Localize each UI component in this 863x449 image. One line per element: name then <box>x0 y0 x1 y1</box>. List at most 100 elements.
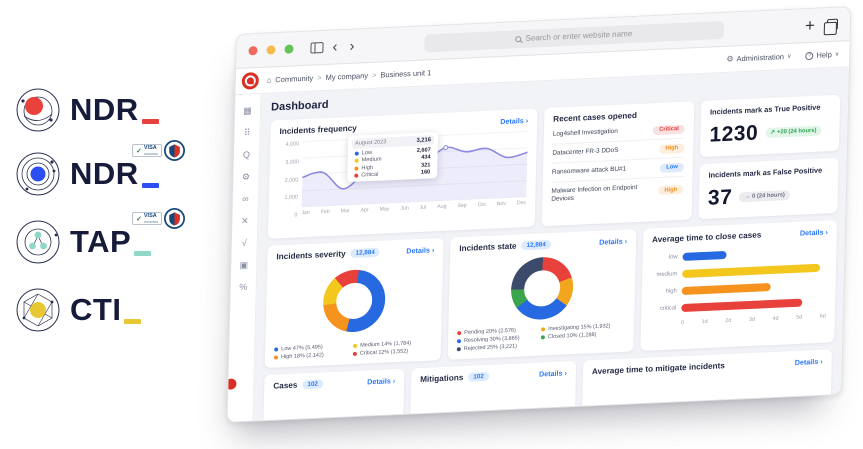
card-title: Average time to mitigate incidents <box>591 361 725 377</box>
sidebar-activity-icon[interactable]: √ <box>241 237 247 248</box>
certification-emblem-icon <box>163 208 185 229</box>
bar-track <box>682 246 827 261</box>
product-name: NDR <box>70 156 139 191</box>
breadcrumb-item[interactable]: My company <box>325 71 369 82</box>
series-dot <box>540 335 545 340</box>
list-item[interactable]: Malware Infection on Endpoint Devices Hig… <box>551 175 684 208</box>
delta-badge: ↗ +20 (24 hours) <box>765 125 822 139</box>
severity-donut-chart <box>322 267 386 333</box>
orbit-blue-icon <box>16 152 60 196</box>
chevron-down-icon: ∨ <box>834 51 840 58</box>
series-dot <box>273 355 279 360</box>
chevron-right-icon: › <box>564 368 568 378</box>
x-tick-label: 0 <box>680 319 685 327</box>
close-window-button[interactable] <box>248 46 258 56</box>
x-tick-label: 6d <box>819 313 826 320</box>
legend-label: High 18% (2,142) <box>280 352 324 361</box>
sidebar-metrics-icon[interactable]: % <box>239 281 248 293</box>
tooltip-total: 3,216 <box>416 137 432 144</box>
series-dot <box>352 351 357 357</box>
product-logo-ndr-red: NDR <box>14 84 229 136</box>
series-dot <box>354 173 359 179</box>
count-badge: 102 <box>468 371 489 382</box>
chevron-right-icon: › <box>431 245 435 255</box>
sidebar-dashboard-icon[interactable]: ▦ <box>243 105 252 116</box>
x-tick-label: Oct <box>477 201 486 209</box>
x-tick-label: 5d <box>796 314 803 321</box>
sidebar-search-icon[interactable]: Q <box>242 149 251 160</box>
series-dot <box>354 158 359 163</box>
check-icon: ✓ <box>136 215 142 223</box>
case-list: Log4shell Investigation Critical Datacente… <box>551 120 685 208</box>
sidebar-shuffle-icon[interactable]: ✕ <box>241 215 249 226</box>
certification-emblem-icon <box>163 140 185 161</box>
series-dot <box>456 347 461 352</box>
y-axis: 4,000 3,000 2,000 1,000 0 <box>277 141 303 231</box>
bar <box>681 298 803 313</box>
bar <box>682 263 820 279</box>
case-label: Datacenter FR-3 DDoS <box>552 146 619 157</box>
bar-track <box>681 280 827 296</box>
severity-badge: High <box>659 143 685 154</box>
details-link[interactable]: Details › <box>500 115 529 127</box>
sidebar-settings-icon[interactable]: ⚙ <box>241 171 251 182</box>
x-tick-label: 4d <box>772 315 779 322</box>
tooltip-value: 434 <box>421 154 431 161</box>
incidents-state-card: Incidents state 12,884 Details › Pending … <box>447 229 637 360</box>
series-dot <box>353 343 358 349</box>
sidebar-integrations-icon[interactable]: ∞ <box>242 193 249 204</box>
y-tick-label: 2,000 <box>284 176 299 184</box>
tooltip-value: 2,607 <box>416 146 431 154</box>
tooltip-period: August 2023 <box>354 139 387 147</box>
back-icon[interactable]: ‹ <box>332 38 338 56</box>
product-logo-ndr-blue: NDR ✓ VISA <box>14 140 229 200</box>
details-link[interactable]: Details › <box>799 227 828 238</box>
y-tick-label: 1,000 <box>284 194 298 202</box>
details-link[interactable]: Details › <box>367 376 396 387</box>
avg-close-card: Average time to close cases Details › low… <box>640 219 838 351</box>
visa-pill: ✓ VISA <box>132 144 162 157</box>
card-title: Incidents mark as False Positive <box>708 165 823 180</box>
x-tick-label: May <box>379 206 390 213</box>
tooltip-value: 321 <box>420 162 431 169</box>
forward-icon[interactable]: › <box>349 37 355 55</box>
y-tick-label: 4,000 <box>285 141 300 148</box>
legend-item: Closed 10% (1,288) <box>540 331 625 341</box>
breadcrumb-separator: > <box>371 70 377 80</box>
new-tab-button[interactable]: + <box>804 15 816 35</box>
tab-overview-icon[interactable] <box>826 18 839 31</box>
app-logo <box>241 71 260 90</box>
severity-badge: Low <box>660 162 684 173</box>
true-positive-card: Incidents mark as True Positive 1230 ↗ +2… <box>700 94 841 157</box>
line-chart: August 2023 3,216 Low 2,607 Medium 434 High 3… <box>301 130 529 208</box>
zoom-window-button[interactable] <box>284 44 294 54</box>
sidebar-apps-icon[interactable]: ⠿ <box>243 127 251 138</box>
count-badge: 102 <box>302 379 324 390</box>
menu-administration[interactable]: ⚙ Administration ∨ <box>726 52 792 64</box>
series-dot <box>354 166 359 171</box>
dashboard-main: Dashboard Incidents frequency Details › 4… <box>253 67 849 423</box>
kpi-value: 1230 <box>709 121 759 147</box>
legend-label: Critical 12% (1,552) <box>359 348 409 357</box>
breadcrumb-item[interactable]: Community <box>275 73 314 85</box>
x-tick-label: Apr <box>360 207 369 214</box>
card-title: Incidents mark as True Positive <box>709 102 821 117</box>
legend-label: Medium 14% (1,784) <box>360 340 412 349</box>
false-positive-card: Incidents mark as False Positive 37 → 0 (… <box>698 157 839 220</box>
x-tick-label: Feb <box>320 208 330 216</box>
details-link[interactable]: Details › <box>794 356 823 368</box>
minimize-window-button[interactable] <box>266 45 276 55</box>
chevron-right-icon: › <box>392 376 396 386</box>
sidebar-toggle-icon[interactable] <box>310 42 324 54</box>
menu-help[interactable]: ? Help ∨ <box>805 50 839 61</box>
breadcrumb-item[interactable]: Business unit 1 <box>380 68 432 80</box>
details-link[interactable]: Details › <box>538 368 568 379</box>
building-icon: ⌂ <box>266 75 272 85</box>
legend-item: Critical 12% (1,552) <box>352 347 432 357</box>
case-label: Malware Infection on Endpoint Devices <box>551 183 638 203</box>
breadcrumb: ⌂ Community > My company > Business unit 1 <box>267 68 432 84</box>
address-search-input[interactable]: Search or enter website name <box>423 20 724 52</box>
sidebar-reports-icon[interactable]: ▣ <box>239 259 249 271</box>
legend-label: Pending 20% (2,576) <box>464 327 516 336</box>
